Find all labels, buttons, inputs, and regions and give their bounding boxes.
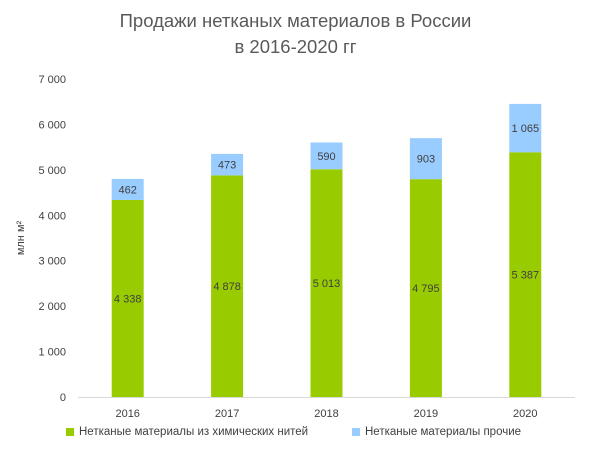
legend-swatch-chemical: [66, 428, 74, 436]
data-label: 590: [317, 151, 335, 163]
y-tick-label: 3 000: [38, 256, 66, 268]
bar-segment: [310, 142, 343, 170]
y-tick-label: 6 000: [38, 119, 66, 131]
x-tick-label: 2018: [314, 408, 338, 420]
y-tick-label: 4 000: [38, 210, 66, 222]
data-label: 903: [417, 154, 435, 166]
y-axis-title: млн м²: [15, 220, 27, 255]
data-label: 5 387: [512, 270, 540, 282]
bar-segment: [310, 169, 343, 397]
legend-label-chemical: Нетканые материалы из химических нитей: [79, 426, 309, 438]
legend-label-other: Нетканые материалы прочие: [365, 426, 522, 438]
data-label: 473: [218, 160, 236, 172]
data-label: 1 065: [512, 123, 540, 135]
data-label: 5 013: [313, 278, 341, 290]
bar-segment: [509, 152, 542, 397]
bar-segment: [211, 175, 244, 397]
y-tick-label: 1 000: [38, 347, 66, 359]
x-tick-label: 2017: [215, 408, 239, 420]
bar-segment: [409, 179, 442, 397]
x-tick-label: 2019: [414, 408, 438, 420]
y-tick-label: 2 000: [38, 301, 66, 313]
data-label: 4 338: [114, 293, 142, 305]
legend-swatch-other: [352, 428, 360, 436]
bar-segment: [211, 153, 244, 176]
chart-title: Продажи нетканых материалов в России в 2…: [0, 8, 591, 60]
bar-segment: [111, 199, 144, 397]
bar-segment: [409, 138, 442, 180]
bar-segment: [111, 178, 144, 200]
legend-item-other: Нетканые материалы прочие: [352, 426, 521, 438]
data-label: 4 795: [412, 283, 440, 295]
bar-segment: [509, 103, 542, 153]
x-tick-label: 2016: [115, 408, 139, 420]
y-tick-label: 0: [60, 392, 66, 404]
chart-title-line-2: в 2016-2020 гг: [234, 36, 357, 57]
chart-title-line-1: Продажи нетканых материалов в России: [119, 10, 472, 31]
y-tick-label: 5 000: [38, 165, 66, 177]
x-tick-label: 2020: [513, 408, 537, 420]
data-label: 462: [119, 184, 137, 196]
y-tick-label: 7 000: [38, 74, 66, 86]
legend: Нетканые материалы из химических нитей Н…: [0, 426, 591, 446]
legend-item-chemical: Нетканые материалы из химических нитей: [66, 426, 308, 438]
data-label: 4 878: [213, 281, 241, 293]
